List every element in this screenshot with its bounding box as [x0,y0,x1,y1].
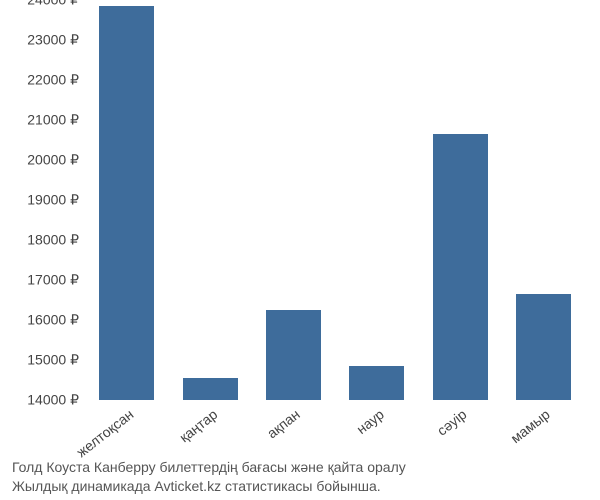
price-chart: 14000 ₽ 15000 ₽ 16000 ₽ 17000 ₽ 18000 ₽ 19000… [0,0,600,420]
x-tick-label: ақпан [264,406,303,441]
bar [99,6,154,400]
y-axis: 14000 ₽15000 ₽16000 ₽17000 ₽18000 ₽19000… [0,0,85,400]
bar [266,310,321,400]
plot-area [85,0,585,400]
bar [183,378,238,400]
x-tick-label: сәуір [434,406,470,439]
y-tick-label: 15000 ₽ [27,352,79,369]
y-tick-label: 22000 ₽ [27,72,79,89]
y-tick-label: 21000 ₽ [27,112,79,129]
y-tick-label: 23000 ₽ [27,32,79,49]
y-tick-label: 14000 ₽ [27,392,79,409]
chart-caption: Голд Коуста Канберру билеттердің бағасы … [12,458,406,496]
y-tick-label: 20000 ₽ [27,152,79,169]
x-tick-label: қаңтар [176,406,220,445]
y-tick-label: 17000 ₽ [27,272,79,289]
x-tick-label: мамыр [508,406,553,446]
x-tick-label: наур [353,406,386,437]
y-tick-label: 19000 ₽ [27,192,79,209]
y-tick-label: 18000 ₽ [27,232,79,249]
y-tick-label: 16000 ₽ [27,312,79,329]
x-tick-label: желтоқсан [73,406,136,460]
caption-line: Жылдық динамикада Avticket.kz статистика… [12,477,406,496]
caption-line: Голд Коуста Канберру билеттердің бағасы … [12,458,406,477]
y-tick-label: 24000 ₽ [27,0,79,9]
x-axis: желтоқсанқаңтарақпаннаурсәуірмамыр [85,400,585,420]
bar [516,294,571,400]
bar [433,134,488,400]
bar [349,366,404,400]
